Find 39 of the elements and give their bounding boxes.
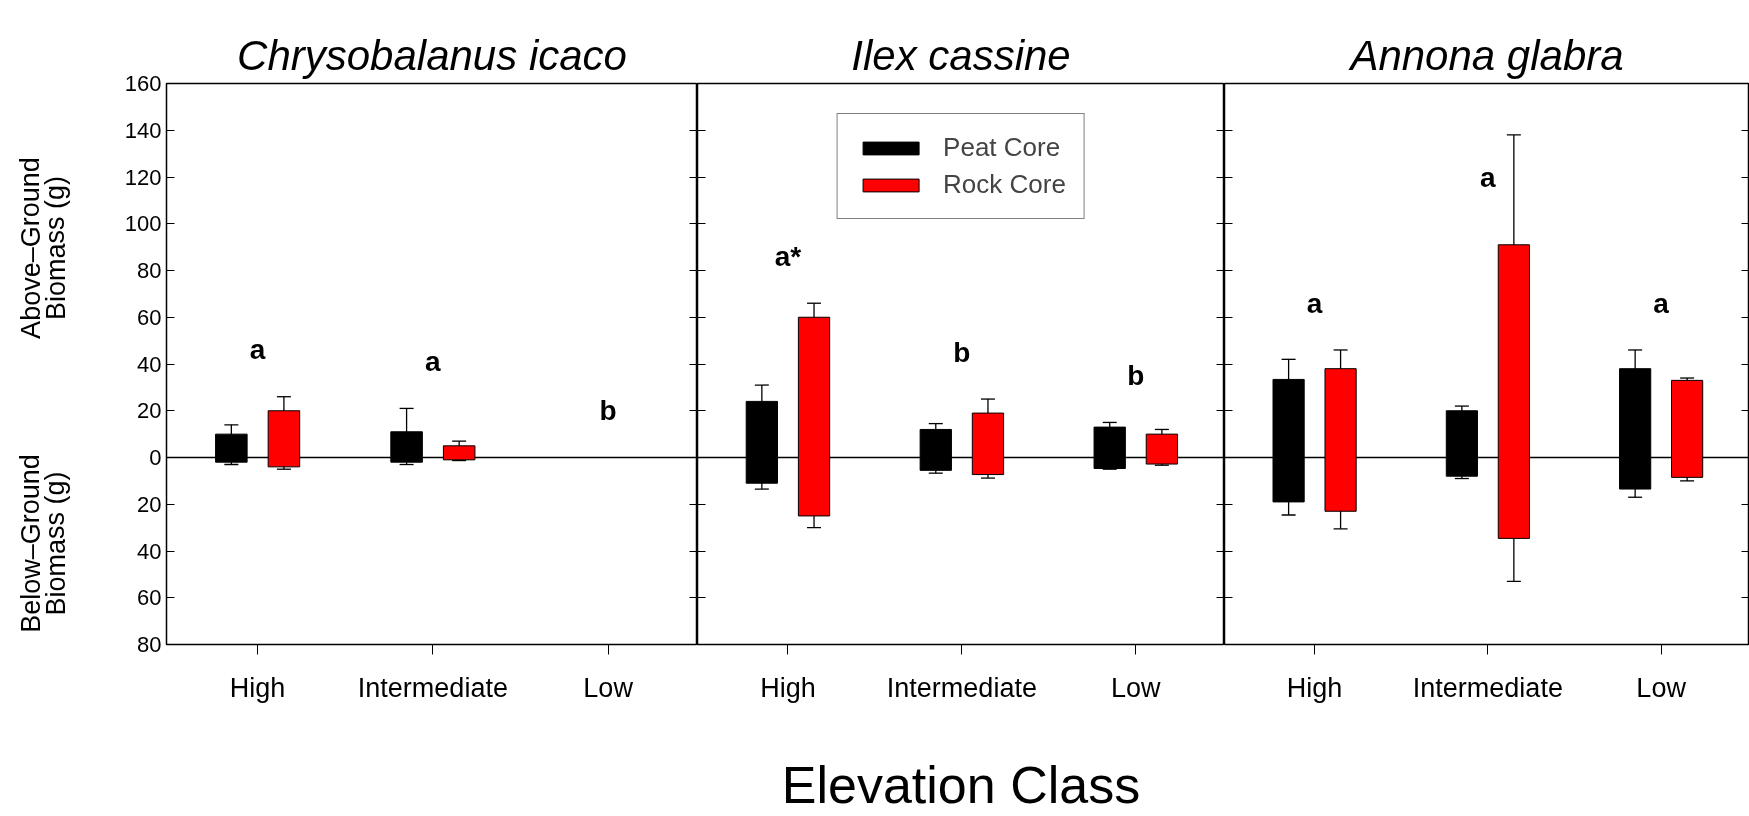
x-tick-label: High <box>1286 672 1343 703</box>
chart-title: Annona glabra <box>1347 31 1624 79</box>
x-tick-label: Intermediate <box>886 672 1037 703</box>
annotation: b <box>953 336 971 368</box>
y-tick-label: 120 <box>124 164 162 190</box>
x-tick-label: Intermediate <box>357 672 508 703</box>
x-tick-label: High <box>229 672 286 703</box>
y-tick-label: 100 <box>124 211 162 237</box>
annotation: a* <box>774 240 802 272</box>
chart-title: Chrysobalanus icaco <box>237 31 627 79</box>
y-tick-label: 80 <box>137 632 162 657</box>
legend-label: Rock Core <box>943 169 1066 200</box>
y-tick-label: 80 <box>137 258 162 283</box>
annotation: a <box>1480 161 1497 193</box>
x-tick-label: High <box>760 672 816 703</box>
y-tick-label: 40 <box>137 351 162 377</box>
y-tick-label: 160 <box>124 71 162 96</box>
y-tick-label: 20 <box>137 491 162 517</box>
y-tick-label: 60 <box>137 304 162 330</box>
x-tick-label: Low <box>1111 672 1162 703</box>
x-tick-label: Intermediate <box>1412 672 1563 703</box>
x-tick-label: Low <box>1636 672 1687 703</box>
y-axis-title: Above–Ground Biomass (g) <box>15 157 71 339</box>
y-tick-label: 20 <box>137 398 162 424</box>
annotation: a <box>425 346 442 378</box>
annotation: b <box>599 395 617 427</box>
text: Below–Ground Biomass (g) <box>15 454 71 633</box>
y-tick-label: 140 <box>124 117 162 143</box>
annotation: a <box>249 334 266 366</box>
y-tick-label: 60 <box>137 585 162 611</box>
annotation: b <box>1127 360 1145 392</box>
chart-title: Ilex cassine <box>851 31 1071 79</box>
annotation: a <box>1306 287 1323 319</box>
annotation: a <box>1653 287 1670 319</box>
y-tick-label: 0 <box>149 445 162 470</box>
y-tick-label: 40 <box>137 538 162 564</box>
x-tick-label: Low <box>583 672 634 703</box>
legend-label: Peat Core <box>943 132 1061 163</box>
x-axis-title: Elevation Class <box>781 755 1141 814</box>
